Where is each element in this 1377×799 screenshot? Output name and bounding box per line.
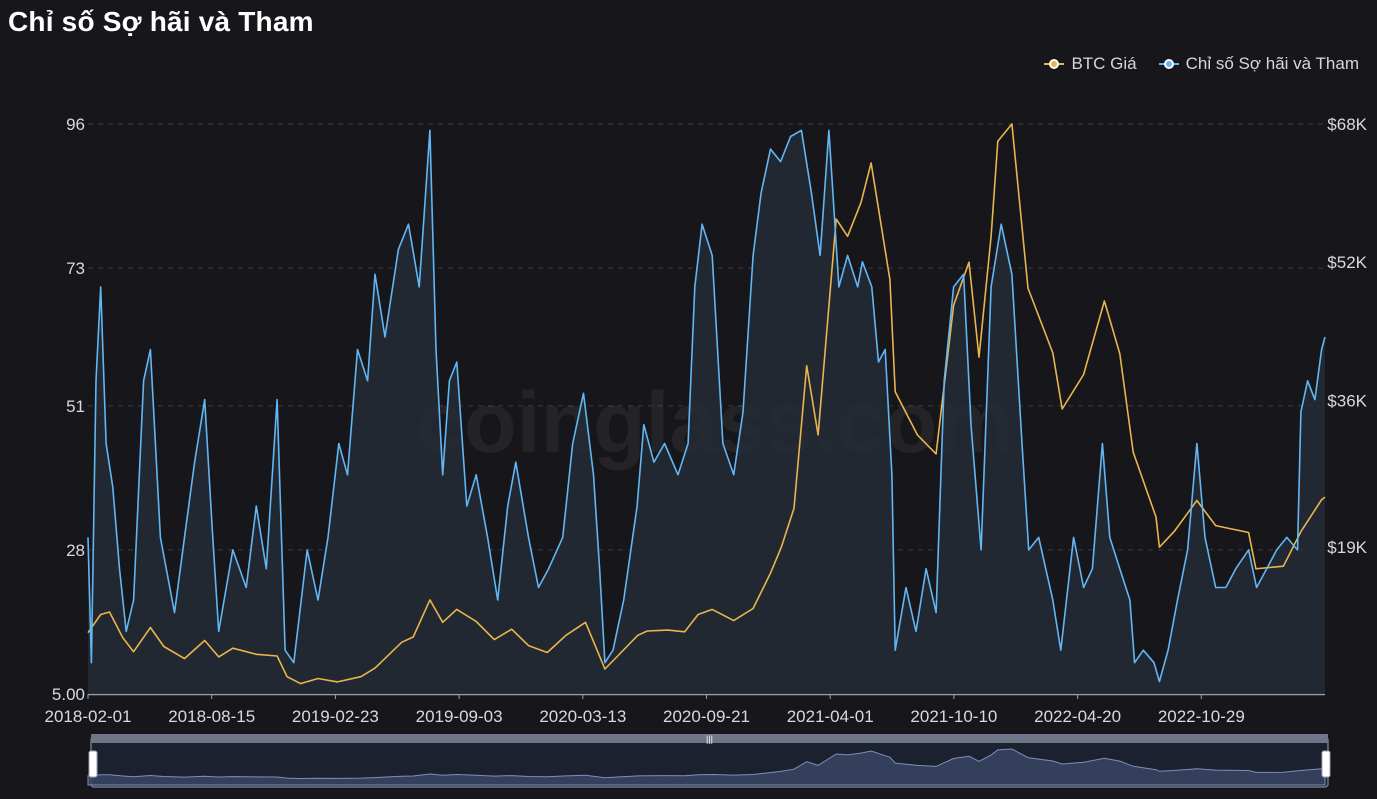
zoom-handle-left[interactable] (88, 750, 98, 778)
x-tick-label: 2018-08-15 (168, 707, 255, 726)
y-left-tick-label: 5.00 (52, 685, 85, 704)
line-marker-icon (1158, 59, 1179, 69)
x-tick-label: 2019-02-23 (292, 707, 379, 726)
legend-label-btc: BTC Giá (1071, 54, 1137, 73)
zoom-handle-right[interactable] (1321, 750, 1331, 778)
fear-greed-line (87, 129, 1326, 683)
zoom-drag-bar[interactable] (91, 734, 1328, 743)
y-right-tick-label: $19K (1327, 538, 1367, 557)
page-title: Chỉ số Sợ hãi và Tham (8, 6, 314, 37)
y-right-tick-label: $52K (1327, 253, 1367, 272)
x-tick-label: 2022-04-20 (1034, 707, 1121, 726)
y-left-tick-label: 73 (66, 259, 85, 278)
y-right-tick-label: $36K (1327, 391, 1367, 410)
chart-legend: BTC Giá Chỉ số Sợ hãi và Tham (1044, 54, 1359, 74)
x-tick-label: 2022-10-29 (1158, 707, 1245, 726)
x-tick-label: 2020-03-13 (539, 707, 626, 726)
legend-item-btc-price[interactable]: BTC Giá (1044, 54, 1137, 74)
legend-item-fear-greed[interactable]: Chỉ số Sợ hãi và Tham (1158, 54, 1359, 74)
x-tick-label: 2020-09-21 (663, 707, 750, 726)
drag-grip-icon: ||| (706, 734, 713, 744)
y-left-tick-label: 96 (66, 115, 85, 134)
line-marker-icon (1044, 59, 1065, 69)
x-tick-label: 2021-10-10 (910, 707, 997, 726)
fear-greed-area (88, 130, 1325, 695)
legend-label-fgi: Chỉ số Sợ hãi và Tham (1185, 54, 1359, 73)
data-zoom-slider[interactable]: ||| (87, 734, 1331, 788)
y-left-tick-label: 51 (66, 397, 85, 416)
x-tick-label: 2018-02-01 (45, 707, 132, 726)
y-left-tick-label: 28 (66, 541, 85, 560)
x-tick-label: 2021-04-01 (787, 707, 874, 726)
zoom-preview-area (87, 748, 1326, 786)
y-right-tick-label: $68K (1327, 115, 1367, 134)
btc-price-line (87, 123, 1326, 685)
x-tick-label: 2019-09-03 (416, 707, 503, 726)
